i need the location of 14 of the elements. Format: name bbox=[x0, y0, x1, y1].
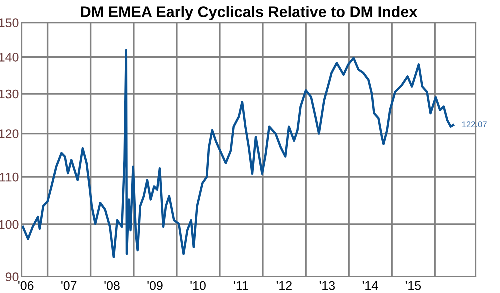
chart-title: DM EMEA Early Cyclicals Relative to DM Index bbox=[81, 6, 418, 20]
x-tick-label: '07 bbox=[62, 281, 77, 290]
x-tick-label: '06 bbox=[18, 281, 34, 290]
x-tick-label: '14 bbox=[362, 282, 378, 290]
x-tick-label: '11 bbox=[234, 282, 248, 290]
y-tick-label: 90 bbox=[6, 272, 19, 282]
x-tick-label: '15 bbox=[406, 282, 422, 290]
y-tick-label: 110 bbox=[0, 172, 19, 182]
x-tick-label: '10 bbox=[190, 281, 206, 290]
x-tick-label: '13 bbox=[320, 281, 336, 290]
line-series bbox=[22, 49, 455, 258]
x-tick-label: '12 bbox=[276, 281, 292, 290]
x-tick-label: '08 bbox=[104, 281, 120, 290]
x-tick-label: '09 bbox=[148, 281, 163, 290]
